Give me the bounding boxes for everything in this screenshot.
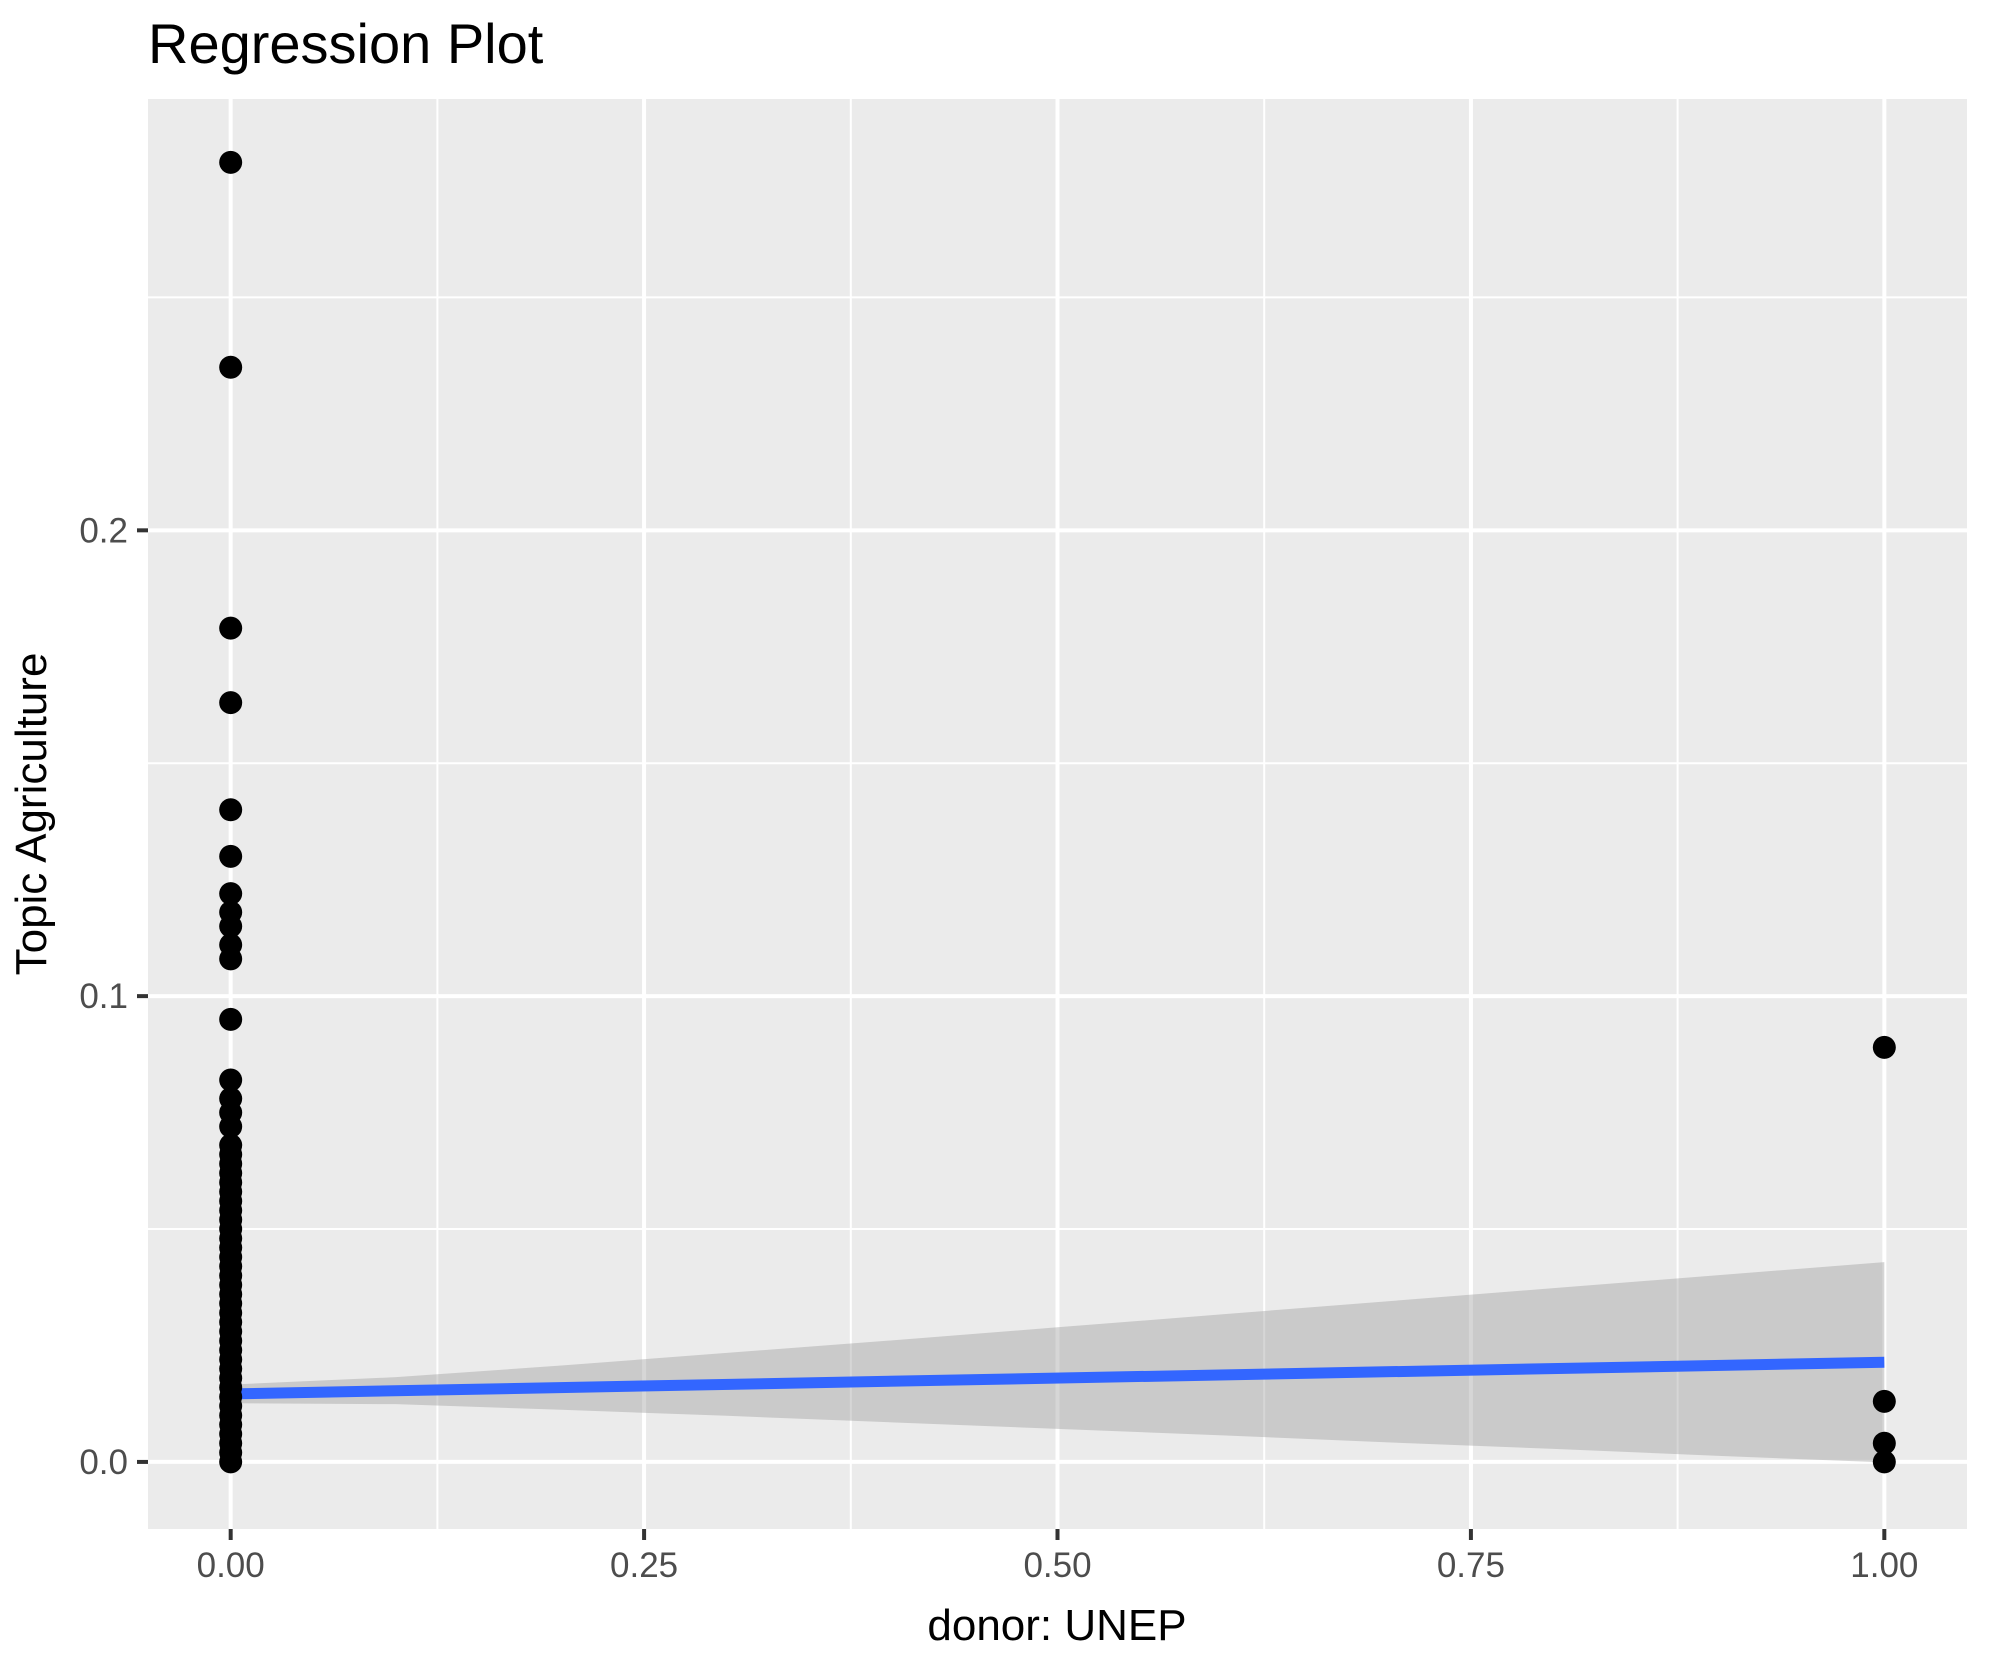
data-point (219, 1115, 243, 1139)
x-axis-tick-label: 0.75 (1437, 1546, 1505, 1585)
x-axis-tick-label: 0.25 (610, 1546, 678, 1585)
regression-line (230, 1356, 1885, 1400)
data-point (219, 1450, 243, 1474)
data-point (219, 914, 243, 938)
regression-line-layer (230, 1356, 1885, 1400)
data-point (219, 1068, 243, 1092)
axis-tick-labels-layer: 0.00 0.25 0.50 0.75 1.00 0.0 0.1 0.2 (79, 511, 1918, 1585)
data-point (1872, 1431, 1896, 1455)
y-axis-title: Topic Agriculture (7, 653, 56, 976)
data-point (219, 844, 243, 868)
data-point (219, 798, 243, 822)
x-axis-tick-label: 1.00 (1850, 1546, 1918, 1585)
data-point (219, 150, 243, 174)
data-point (219, 947, 243, 971)
data-point (1872, 1450, 1896, 1474)
x-axis-title: donor: UNEP (927, 1601, 1186, 1650)
grid-major-layer (148, 99, 1967, 1529)
data-point (1872, 1035, 1896, 1059)
data-point (219, 691, 243, 715)
confidence-band (230, 1262, 1885, 1463)
y-axis-tick-label: 0.2 (79, 511, 128, 550)
data-point (219, 355, 243, 379)
data-point (1872, 1389, 1896, 1413)
y-axis-tick-label: 0.1 (79, 977, 128, 1016)
y-axis-tick-label: 0.0 (79, 1443, 128, 1482)
data-point (219, 882, 243, 906)
ci-band-layer (230, 1262, 1885, 1463)
axis-tick-marks-layer (137, 528, 1887, 1540)
chart-title: Regression Plot (148, 12, 544, 75)
x-axis-tick-label: 0.50 (1023, 1546, 1091, 1585)
x-axis-tick-label: 0.00 (197, 1546, 265, 1585)
data-point (219, 1007, 243, 1031)
data-point (219, 616, 243, 640)
scatter-points-layer (219, 150, 1896, 1474)
